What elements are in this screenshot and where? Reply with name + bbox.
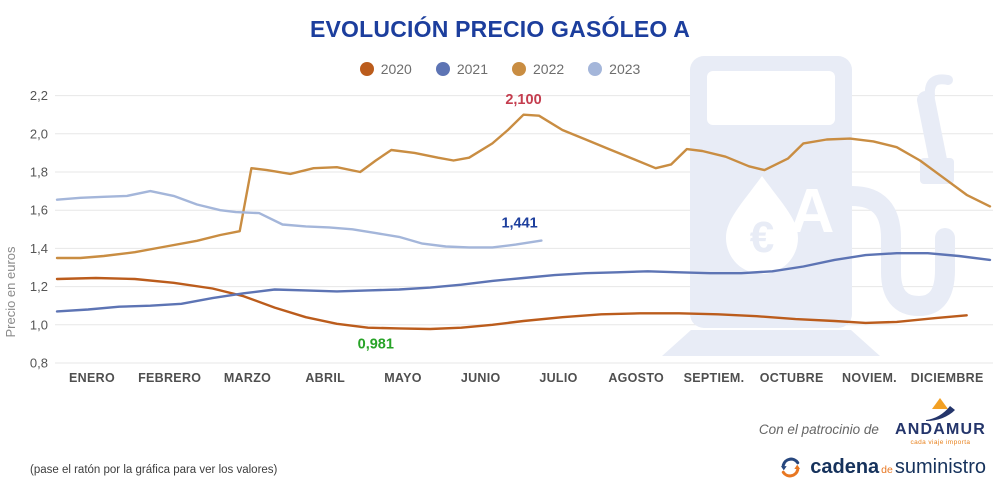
y-tick-label: 1,0	[30, 317, 48, 332]
x-tick-label: ENERO	[69, 371, 115, 385]
svg-text:A: A	[790, 177, 835, 246]
line-2022[interactable]	[55, 113, 992, 260]
line-2023[interactable]	[55, 189, 543, 249]
y-tick-label: 2,2	[30, 88, 48, 103]
legend-label: 2022	[533, 61, 565, 77]
x-tick-label: NOVIEM.	[842, 371, 897, 385]
x-tick-label: MARZO	[224, 371, 271, 385]
chart-legend: 2020 2021 2022 2023	[0, 61, 1000, 77]
y-tick-label: 1,2	[30, 279, 48, 294]
x-tick-label: MAYO	[384, 371, 422, 385]
svg-text:€: €	[750, 213, 774, 262]
annotation-min-2020: 0,981	[358, 337, 394, 353]
y-tick-label: 0,8	[30, 356, 48, 371]
gridlines	[55, 95, 993, 364]
andamur-name: ANDAMUR	[894, 421, 986, 438]
page-title: EVOLUCIÓN PRECIO GASÓLEO A	[309, 16, 691, 42]
y-axis-title: Precio en euros	[3, 246, 18, 338]
x-tick-label: SEPTIEM.	[684, 371, 745, 385]
legend-label: 2020	[380, 61, 412, 77]
fuel-pump-watermark: € A	[662, 56, 955, 356]
sponsor-lead-in: Con el patrocinio de	[758, 421, 879, 437]
y-tick-label: 2,0	[30, 126, 48, 141]
y-tick-label: 1,8	[30, 165, 48, 180]
x-tick-label: JUNIO	[461, 371, 501, 385]
x-tick-label: ABRIL	[305, 371, 345, 385]
legend-item-2023[interactable]: 2023	[588, 61, 640, 77]
andamur-mark-icon	[926, 398, 956, 421]
line-2021[interactable]	[55, 251, 992, 313]
legend-dot-icon	[512, 62, 526, 76]
x-tick-label: JULIO	[539, 371, 577, 385]
legend-dot-icon	[435, 62, 450, 76]
legend-label: 2023	[609, 61, 641, 77]
hover-hint-note: (pase el ratón por la gráfica para ver l…	[30, 464, 278, 476]
legend-dot-icon	[588, 62, 603, 76]
andamur-logo[interactable]: ANDAMUR cada viaje importa	[895, 398, 986, 447]
legend-item-2020[interactable]: 2020	[359, 61, 412, 77]
annotation-last-2023: 1,441	[501, 215, 537, 231]
x-tick-label: FEBRERO	[138, 371, 201, 385]
andamur-tagline: cada viaje importa	[910, 439, 971, 446]
legend-label: 2021	[456, 61, 488, 77]
cycle-arrows-icon	[781, 457, 801, 478]
y-tick-label: 1,4	[30, 241, 48, 256]
legend-item-2021[interactable]: 2021	[435, 61, 488, 77]
publisher-name: cadena de suministro	[810, 456, 986, 478]
publisher-logo[interactable]: cadena de suministro	[779, 456, 986, 479]
legend-dot-icon	[359, 62, 374, 76]
line-2020[interactable]	[55, 276, 968, 331]
data-lines	[55, 113, 992, 331]
y-tick-label: 1,6	[30, 203, 48, 218]
annotations: 2,100 1,441 0,981	[358, 92, 542, 353]
sponsor-block: Con el patrocinio de ANDAMUR cada viaje …	[759, 398, 986, 447]
x-tick-label: DICIEMBRE	[911, 371, 984, 385]
legend-item-2022[interactable]: 2022	[512, 61, 564, 77]
x-tick-label: OCTUBRE	[760, 371, 824, 385]
annotation-max-2022: 2,100	[505, 92, 541, 108]
axis-labels: 0,8 1,0 1,2 1,4 1,6 1,8 2,0 2,2 ENERO FEBRERO MARZ…	[30, 88, 984, 385]
x-tick-label: AGOSTO	[608, 371, 664, 385]
